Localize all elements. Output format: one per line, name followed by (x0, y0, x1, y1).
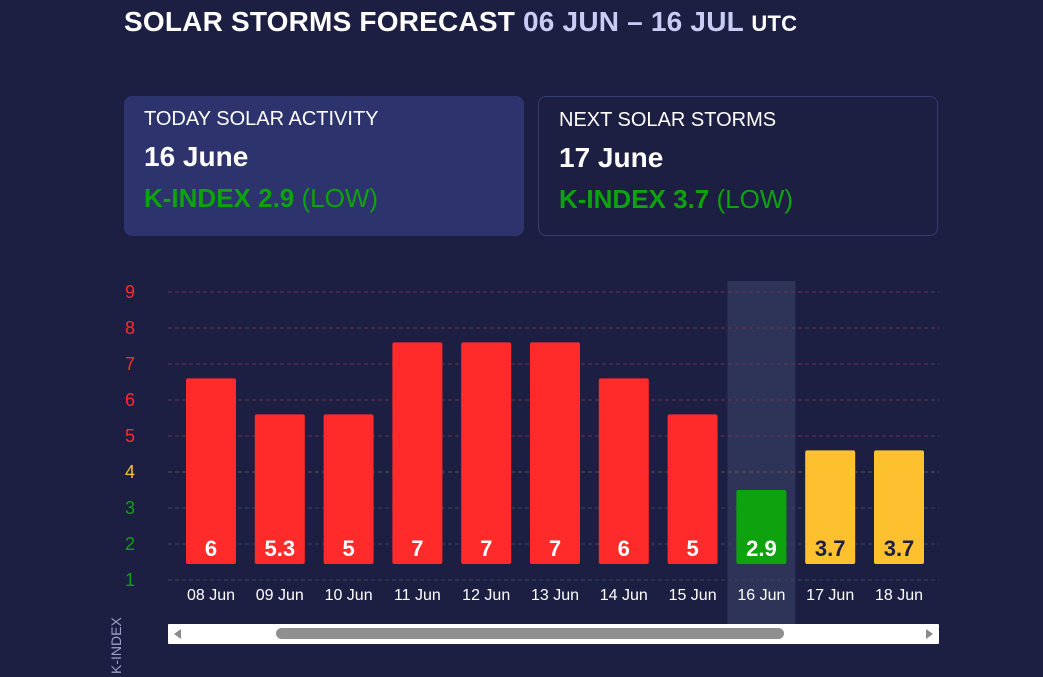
bar (667, 414, 718, 564)
x-tick-label: 13 Jun (531, 587, 579, 604)
scrollbar-thumb[interactable] (276, 628, 784, 639)
bar (805, 450, 856, 564)
bar (530, 342, 580, 564)
x-tick-label: 11 Jun (394, 587, 441, 604)
y-tick-label: 7 (125, 354, 135, 374)
x-tick-label: 12 Jun (462, 587, 510, 604)
next-kindex-level: (LOW) (716, 184, 794, 214)
bar-value-label: 5 (686, 536, 698, 561)
y-tick-label: 5 (125, 426, 135, 446)
y-tick-label: 3 (125, 498, 135, 518)
today-card-date: 16 June (144, 141, 249, 172)
today-card-label: TODAY SOLAR ACTIVITY (144, 108, 379, 130)
next-storms-card: NEXT SOLAR STORMS 17 June K-INDEX 3.7 (L… (538, 96, 938, 236)
bar (598, 378, 649, 564)
x-tick-label: 15 Jun (669, 587, 717, 604)
bar-value-label: 6 (618, 536, 630, 561)
y-axis-title: K-INDEX (108, 617, 124, 674)
bar (186, 378, 236, 564)
bar-value-label: 3.7 (815, 536, 846, 561)
y-tick-label: 9 (125, 282, 135, 302)
y-tick-label: 2 (125, 534, 135, 554)
highlight-column (727, 281, 796, 625)
bar-value-label: 5.3 (265, 536, 296, 561)
bar-value-label: 7 (549, 536, 561, 561)
bar-value-label: 7 (480, 536, 492, 561)
next-kindex-line: K-INDEX 3.7 (LOW) (559, 184, 917, 215)
today-kindex-level: (LOW) (301, 183, 379, 213)
today-kindex-value: K-INDEX 2.9 (144, 183, 295, 213)
date-range: 06 JUN – 16 JUL (523, 6, 744, 37)
title-text: SOLAR STORMS FORECAST (124, 6, 516, 37)
next-card-date: 17 June (559, 142, 664, 173)
bar (254, 414, 305, 564)
bar (392, 342, 443, 564)
bar (874, 450, 924, 564)
x-tick-label: 18 Jun (875, 587, 923, 604)
bar (323, 414, 374, 564)
bar-value-label: 6 (205, 536, 217, 561)
bar (736, 490, 787, 564)
chart-scrollbar[interactable] (168, 624, 939, 644)
next-kindex-value: K-INDEX 3.7 (559, 184, 710, 214)
page-title: SOLAR STORMS FORECAST 06 JUN – 16 JUL UT… (124, 6, 797, 38)
bar-value-label: 7 (411, 536, 423, 561)
x-tick-label: 17 Jun (806, 587, 854, 604)
today-kindex-line: K-INDEX 2.9 (LOW) (144, 183, 504, 214)
y-tick-label: 1 (125, 570, 135, 590)
x-tick-label: 09 Jun (256, 587, 304, 604)
bar-value-label: 3.7 (884, 536, 915, 561)
y-tick-label: 6 (125, 390, 135, 410)
timezone-label: UTC (751, 11, 798, 36)
today-activity-card: TODAY SOLAR ACTIVITY 16 June K-INDEX 2.9… (124, 96, 524, 236)
bar-value-label: 2.9 (746, 536, 777, 561)
y-tick-label: 4 (125, 462, 135, 482)
scroll-right-icon[interactable] (926, 629, 933, 639)
bar (461, 342, 512, 564)
scroll-left-icon[interactable] (174, 629, 181, 639)
x-tick-label: 10 Jun (325, 587, 373, 604)
x-tick-label: 16 Jun (737, 587, 785, 604)
x-tick-label: 08 Jun (187, 587, 235, 604)
y-tick-label: 8 (125, 318, 135, 338)
x-tick-label: 14 Jun (600, 587, 648, 604)
bar-value-label: 5 (342, 536, 354, 561)
next-card-label: NEXT SOLAR STORMS (559, 109, 777, 131)
